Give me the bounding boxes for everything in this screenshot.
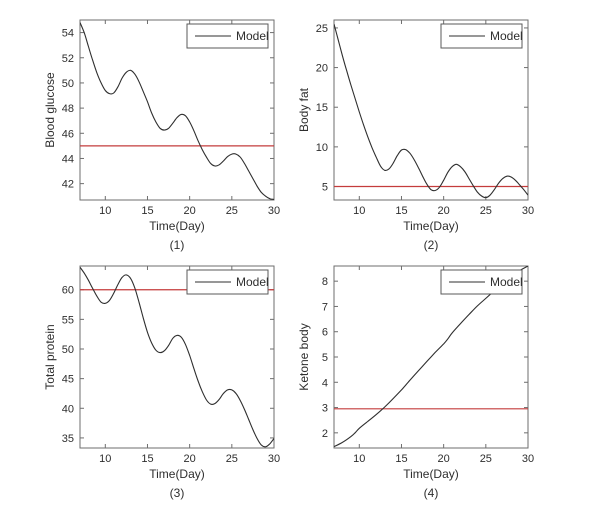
x-axis-label: Time(Day) xyxy=(403,467,459,481)
y-tick-label: 8 xyxy=(322,276,328,288)
y-tick-label: 6 xyxy=(322,327,328,339)
x-axis-label: Time(Day) xyxy=(149,467,205,481)
x-axis-label: Time(Day) xyxy=(403,219,459,233)
y-tick-label: 42 xyxy=(62,179,74,191)
y-tick-label: 5 xyxy=(322,182,328,194)
x-tick-label: 25 xyxy=(480,205,492,217)
plot-box xyxy=(79,19,275,201)
x-tick-label: 15 xyxy=(395,453,407,465)
subplot-caption: (1) xyxy=(170,238,185,252)
model-line xyxy=(80,266,274,448)
x-tick-label: 20 xyxy=(438,453,450,465)
y-tick-label: 10 xyxy=(316,142,328,154)
legend-label: Model xyxy=(236,29,269,43)
y-tick-label: 40 xyxy=(62,403,74,415)
x-tick-label: 20 xyxy=(438,205,450,217)
y-tick-label: 52 xyxy=(62,53,74,65)
y-tick-label: 55 xyxy=(62,314,74,326)
y-tick-label: 35 xyxy=(62,433,74,445)
x-tick-label: 15 xyxy=(141,453,153,465)
x-tick-label: 25 xyxy=(480,453,492,465)
subplot-1: 10 15 20 25 30 42 44 46 48 50 52 54 Model Time(Day) (1… xyxy=(43,19,280,252)
y-tick-label: 15 xyxy=(316,102,328,114)
x-tick-label: 20 xyxy=(184,453,196,465)
y-axis-label: Body fat xyxy=(297,87,311,132)
subplot-2: 10 15 20 25 30 5 10 15 20 25 Model Time(Day) (2) Body… xyxy=(297,19,534,252)
legend-label: Model xyxy=(490,29,523,43)
plot-box xyxy=(333,19,529,201)
y-tick-label: 3 xyxy=(322,403,328,415)
subplot-3: 10 15 20 25 30 35 40 45 50 55 60 Model Time(Day) (3) T… xyxy=(43,265,280,500)
x-tick-label: 30 xyxy=(268,453,280,465)
legend: Model xyxy=(186,23,269,49)
x-tick-label: 25 xyxy=(226,205,238,217)
x-tick-label: 30 xyxy=(522,453,534,465)
y-tick-label: 45 xyxy=(62,374,74,386)
y-tick-label: 50 xyxy=(62,344,74,356)
y-tick-label: 44 xyxy=(62,153,74,165)
legend: Model xyxy=(186,269,269,295)
y-tick-label: 46 xyxy=(62,128,74,140)
x-tick-label: 10 xyxy=(353,453,365,465)
model-line xyxy=(334,23,528,199)
x-tick-label: 10 xyxy=(99,205,111,217)
subplot-caption: (2) xyxy=(424,238,439,252)
y-axis-label: Total protein xyxy=(43,324,57,389)
x-tick-label: 20 xyxy=(184,205,196,217)
y-tick-label: 25 xyxy=(316,23,328,35)
x-tick-label: 15 xyxy=(395,205,407,217)
legend: Model xyxy=(440,269,523,295)
x-tick-label: 25 xyxy=(226,453,238,465)
legend-label: Model xyxy=(236,275,269,289)
y-tick-label: 7 xyxy=(322,301,328,313)
y-tick-label: 48 xyxy=(62,103,74,115)
x-axis-label: Time(Day) xyxy=(149,219,205,233)
y-tick-label: 2 xyxy=(322,428,328,440)
subplot-caption: (4) xyxy=(424,486,439,500)
y-tick-label: 54 xyxy=(62,28,74,40)
x-tick-label: 10 xyxy=(353,205,365,217)
legend: Model xyxy=(440,23,523,49)
subplot-4: 10 15 20 25 30 2 3 4 5 6 7 8 Model Time(Day) (4) Ketone… xyxy=(297,265,534,500)
y-tick-label: 4 xyxy=(322,377,328,389)
x-tick-label: 30 xyxy=(522,205,534,217)
y-tick-label: 20 xyxy=(316,63,328,75)
y-tick-label: 50 xyxy=(62,78,74,90)
legend-label: Model xyxy=(490,275,523,289)
y-axis-label: Ketone body xyxy=(297,323,311,390)
y-axis-label: Blood glucose xyxy=(43,72,57,148)
y-tick-label: 5 xyxy=(322,352,328,364)
subplot-caption: (3) xyxy=(170,486,185,500)
x-tick-label: 10 xyxy=(99,453,111,465)
model-line xyxy=(80,22,274,200)
x-tick-label: 30 xyxy=(268,205,280,217)
x-tick-label: 15 xyxy=(141,205,153,217)
y-tick-label: 60 xyxy=(62,285,74,297)
